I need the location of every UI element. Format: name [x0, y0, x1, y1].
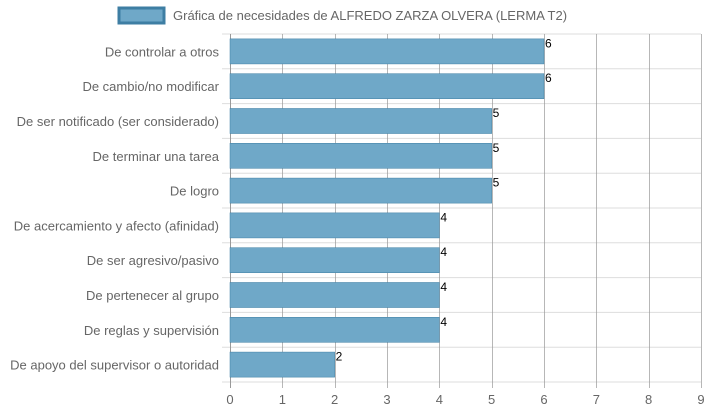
data-label: 6: [545, 36, 552, 50]
x-tick-label: 5: [488, 392, 495, 407]
legend-label[interactable]: Gráfica de necesidades de ALFREDO ZARZA …: [173, 8, 567, 23]
x-tick-label: 1: [279, 392, 286, 407]
category-label: De controlar a otros: [105, 44, 220, 59]
category-label: De terminar una tarea: [93, 149, 220, 164]
x-tick-label: 9: [697, 392, 704, 407]
data-label: 4: [440, 315, 447, 329]
bar[interactable]: [229, 247, 440, 273]
x-tick-label: 8: [645, 392, 652, 407]
category-label: De cambio/no modificar: [82, 79, 219, 94]
x-axis-tick-labels: 0 1 2 3 4 5 6 7 8 9: [226, 392, 704, 407]
category-labels: De controlar a otros De cambio/no modific…: [10, 44, 220, 372]
bars: [229, 38, 545, 378]
category-label: De ser notificado (ser considerado): [17, 114, 219, 129]
data-label: 4: [440, 245, 447, 259]
bar[interactable]: [229, 177, 492, 204]
x-tick-label: 4: [436, 392, 443, 407]
data-label: 6: [545, 71, 552, 85]
bar[interactable]: [229, 143, 492, 169]
data-label: 5: [493, 176, 500, 190]
data-label: 2: [336, 350, 343, 364]
category-label: De acercamiento y afecto (afinidad): [14, 218, 219, 233]
data-label: 4: [440, 280, 447, 294]
category-label: De reglas y supervisión: [84, 323, 219, 338]
bar[interactable]: [229, 212, 440, 239]
bar[interactable]: [229, 317, 440, 343]
bar[interactable]: [229, 38, 545, 65]
x-tick-label: 3: [383, 392, 390, 407]
x-tick-label: 2: [331, 392, 338, 407]
x-tick-label: 7: [593, 392, 600, 407]
bar[interactable]: [229, 351, 335, 378]
data-label: 5: [493, 141, 500, 155]
bar[interactable]: [229, 108, 492, 134]
category-label: De ser agresivo/pasivo: [87, 253, 219, 268]
bar[interactable]: [229, 282, 440, 308]
legend-swatch[interactable]: [117, 6, 166, 25]
x-tick-label: 0: [226, 392, 233, 407]
data-label: 4: [440, 210, 447, 224]
category-label: De apoyo del supervisor o autoridad: [10, 358, 219, 373]
bar[interactable]: [229, 73, 545, 99]
x-tick-label: 6: [540, 392, 547, 407]
data-label: 5: [493, 106, 500, 120]
legend[interactable]: Gráfica de necesidades de ALFREDO ZARZA …: [117, 6, 567, 25]
category-label: De pertenecer al grupo: [86, 288, 219, 303]
data-labels: 6 6 5 5 5 4 4 4 4 2: [336, 36, 552, 363]
category-label: De logro: [170, 184, 219, 199]
